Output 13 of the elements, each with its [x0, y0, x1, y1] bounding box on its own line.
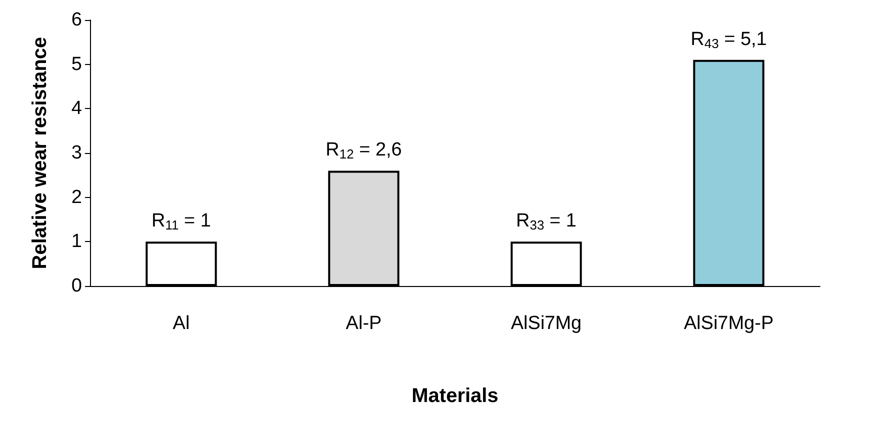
y-tick-label: 5 — [71, 54, 82, 75]
y-tick-label: 2 — [71, 186, 82, 208]
y-tick-label: 6 — [71, 10, 82, 30]
y-tick-label: 3 — [71, 142, 82, 164]
x-axis-title: Materials — [412, 385, 498, 407]
y-tick-label: 4 — [71, 98, 82, 120]
x-tick-label: Al — [172, 313, 190, 334]
x-tick-label: AlSi7Mg-P — [684, 313, 774, 334]
y-axis-title: Relative wear resistance — [29, 36, 51, 270]
y-tick-label: 1 — [71, 231, 82, 252]
y-tick-label: 0 — [71, 276, 82, 296]
x-tick-label: AlSi7Mg — [510, 313, 582, 334]
x-tick-label: Al-P — [346, 313, 382, 334]
